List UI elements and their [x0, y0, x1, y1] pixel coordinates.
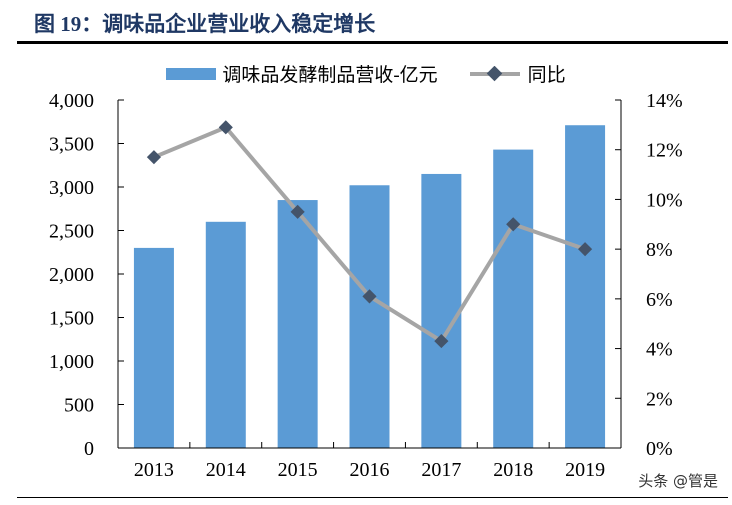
bottom-rule — [17, 497, 728, 498]
x-tick-label: 2019 — [565, 459, 605, 481]
legend-label: 同比 — [527, 65, 566, 86]
y-left-tick-label: 1,000 — [49, 351, 94, 373]
y-right-tick-label: 2% — [646, 388, 673, 410]
y-right-tick-label: 8% — [646, 239, 673, 261]
y-left-tick-label: 3,500 — [49, 134, 94, 156]
y-right-tick-label: 4% — [646, 339, 673, 361]
x-tick-label: 2013 — [134, 459, 174, 481]
yoy-marker-2019 — [578, 242, 593, 257]
y-right-tick-label: 14% — [646, 90, 683, 112]
bar-2017 — [421, 173, 462, 448]
x-tick-label: 2016 — [350, 459, 390, 481]
watermark: 头条 @管是 — [638, 472, 718, 490]
bar-2013 — [133, 247, 174, 448]
yoy-marker-2016 — [362, 289, 377, 304]
bar-2014 — [205, 221, 246, 448]
bar-2018 — [493, 149, 534, 448]
legend-bar-swatch — [166, 67, 217, 80]
x-tick-label: 2018 — [493, 459, 533, 481]
y-left-tick-label: 3,000 — [49, 177, 94, 199]
y-right-tick-label: 12% — [646, 140, 683, 162]
y-left-tick-label: 4,000 — [49, 90, 94, 112]
figure-title: 图 19：调味品企业营业收入稳定增长 — [34, 12, 376, 36]
legend-label: 调味品发酵制品营收-亿元 — [222, 65, 438, 86]
bar-2016 — [349, 185, 390, 448]
y-right-tick-label: 10% — [646, 189, 683, 211]
yoy-marker-2015 — [290, 204, 305, 219]
legend-line-swatch — [469, 65, 520, 81]
y-right-tick-label: 6% — [646, 289, 673, 311]
yoy-marker-2017 — [434, 334, 449, 349]
yoy-marker-2013 — [146, 150, 161, 165]
x-tick-label: 2017 — [421, 459, 461, 481]
y-right-tick-label: 0% — [646, 438, 673, 460]
title-rule — [17, 41, 728, 44]
legend-item-revenue: 调味品发酵制品营收-亿元 — [166, 60, 438, 87]
y-left-tick-label: 2,500 — [49, 221, 94, 243]
x-tick-label: 2015 — [278, 459, 318, 481]
y-left-tick-label: 1,500 — [49, 308, 94, 330]
y-left-tick-label: 500 — [64, 395, 94, 417]
legend: 调味品发酵制品营收-亿元 同比 — [0, 60, 732, 87]
yoy-marker-2018 — [506, 217, 521, 232]
y-left-tick-label: 0 — [84, 438, 94, 460]
x-tick-label: 2014 — [206, 459, 246, 481]
bar-2019 — [565, 125, 606, 448]
y-left-tick-label: 2,000 — [49, 264, 94, 286]
bar-2015 — [277, 200, 318, 448]
legend-item-yoy: 同比 — [468, 60, 566, 87]
